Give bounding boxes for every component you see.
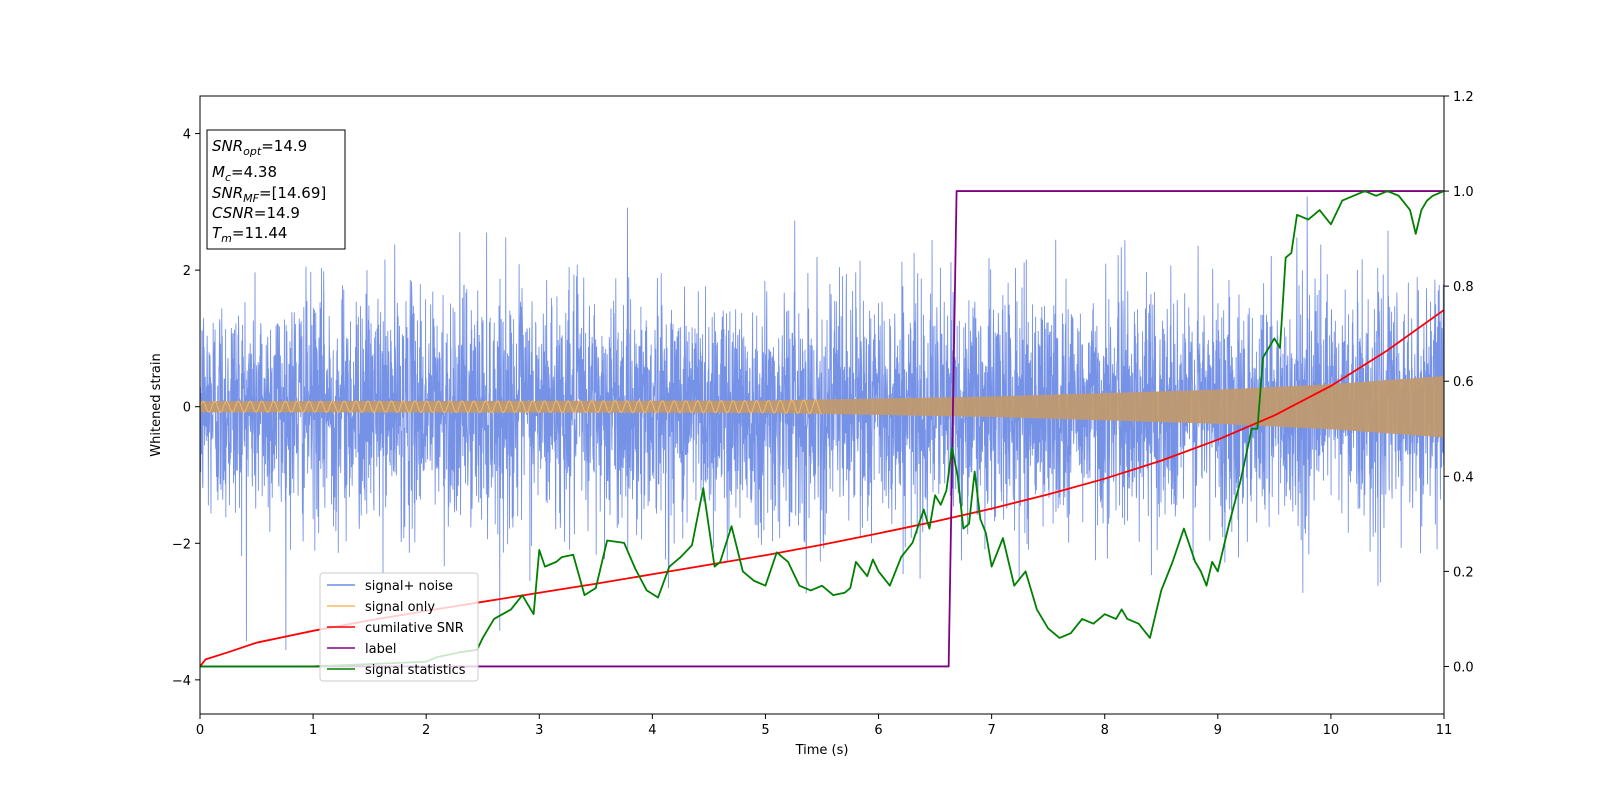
legend: signal+ noise signal only cumilative SNR… [319, 572, 479, 682]
signal-noise-line [200, 196, 1444, 651]
legend-label-label: label [365, 642, 396, 657]
x-tick-label: 8 [1101, 723, 1109, 738]
legend-frame [319, 572, 479, 682]
x-axis-label: Time (s) [795, 743, 849, 758]
y-right-tick-label: 0.0 [1453, 660, 1474, 675]
series-signal-noise [200, 196, 1444, 651]
annotation-snr-opt: SNRopt=14.9 [212, 137, 307, 158]
legend-item-label: label [327, 642, 396, 657]
y-right-tick-label: 1.2 [1453, 90, 1474, 105]
legend-label-cumulative-snr: cumilative SNR [365, 621, 464, 636]
label-line [200, 190, 1444, 668]
legend-item-signal-noise: signal+ noise [327, 579, 453, 594]
y-right-tick-label: 1.0 [1453, 185, 1474, 200]
x-tick-label: 0 [196, 723, 204, 738]
x-tick-label: 6 [874, 723, 882, 738]
signal-only-line [200, 399, 823, 415]
y-right-tick-label: 0.6 [1453, 375, 1474, 390]
annotation-csnr: CSNR=14.9 [212, 204, 300, 222]
x-tick-label: 10 [1323, 723, 1340, 738]
legend-label-signal-noise: signal+ noise [365, 579, 453, 594]
legend-item-cumulative-snr: cumilative SNR [327, 621, 464, 636]
x-tick-label: 4 [648, 723, 656, 738]
series-cumulative-snr [200, 309, 1444, 668]
legend-label-signal-only: signal only [365, 600, 435, 615]
series-signal-statistics [200, 190, 1444, 668]
x-tick-label: 2 [422, 723, 430, 738]
legend-item-signal-only: signal only [327, 600, 435, 615]
legend-item-signal-statistics: signal statistics [327, 663, 466, 678]
x-tick-label: 7 [987, 723, 995, 738]
x-tick-label: 5 [761, 723, 769, 738]
plot-area [200, 190, 1444, 668]
y-left-tick-label: 0 [183, 401, 191, 416]
plot-frame [199, 95, 1445, 715]
signal-statistics-line [200, 190, 1444, 668]
right-y-axis: 0.0 0.2 0.4 0.6 0.8 1.0 1.2 [1444, 90, 1474, 675]
annotation-frame [206, 129, 346, 250]
legend-label-signal-statistics: signal statistics [365, 663, 466, 678]
x-tick-label: 9 [1214, 723, 1222, 738]
x-tick-label: 11 [1436, 723, 1453, 738]
annotation-mc: Mc=4.38 [212, 163, 277, 184]
x-tick-label: 3 [535, 723, 543, 738]
signal-only-band [200, 375, 1444, 438]
y-right-tick-label: 0.2 [1453, 565, 1474, 580]
annotation-snr-mf: SNRMF=[14.69] [212, 184, 326, 205]
y-right-tick-label: 0.8 [1453, 280, 1474, 295]
left-y-axis: −4 −2 0 2 4 [172, 128, 200, 689]
x-tick-label: 1 [309, 723, 317, 738]
cumulative-snr-line [200, 309, 1444, 668]
y-left-tick-label: −4 [172, 674, 191, 689]
annotation-box: SNRopt=14.9 Mc=4.38 SNRMF=[14.69] CSNR=1… [206, 129, 346, 250]
y-left-tick-label: 4 [183, 128, 191, 143]
y-axis-label: Whitened strain [149, 353, 164, 456]
x-axis: 0 1 2 3 4 5 6 7 8 9 10 11 [196, 714, 1452, 738]
y-left-tick-label: −2 [172, 537, 191, 552]
annotation-tm: Tm=11.44 [212, 224, 287, 245]
y-right-tick-label: 0.4 [1453, 470, 1474, 485]
series-signal-only [200, 375, 1444, 438]
series-label [200, 190, 1444, 668]
y-left-tick-label: 2 [183, 264, 191, 279]
